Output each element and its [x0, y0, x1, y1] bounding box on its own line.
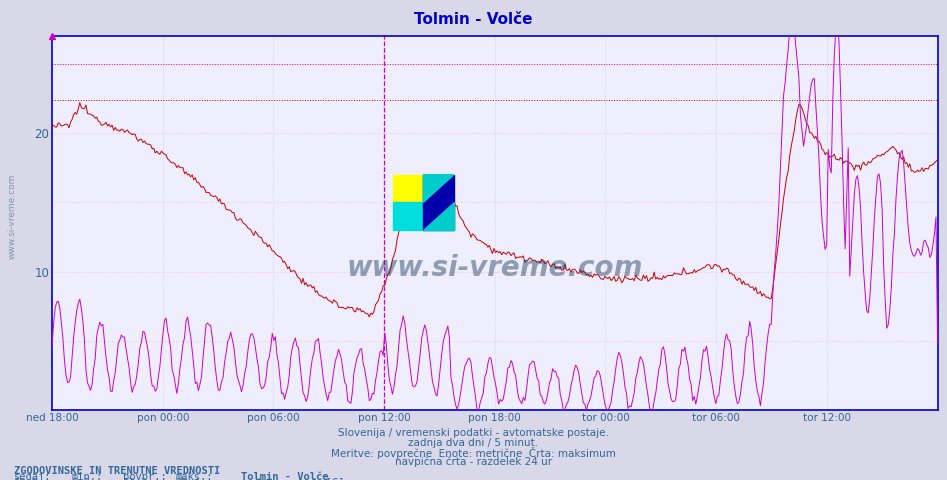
Text: ZGODOVINSKE IN TRENUTNE VREDNOSTI: ZGODOVINSKE IN TRENUTNE VREDNOSTI: [14, 466, 221, 476]
Text: Tolmin - Volče: Tolmin - Volče: [414, 12, 533, 27]
Text: zadnja dva dni / 5 minut.: zadnja dva dni / 5 minut.: [408, 438, 539, 448]
Bar: [393, 203, 423, 230]
Text: Tolmin - Volče: Tolmin - Volče: [241, 472, 329, 480]
Text: sedaj:: sedaj:: [14, 472, 52, 480]
Text: www.si-vreme.com: www.si-vreme.com: [8, 173, 17, 259]
Text: maks.:: maks.:: [175, 472, 213, 480]
Text: Slovenija / vremenski podatki - avtomatske postaje.: Slovenija / vremenski podatki - avtomats…: [338, 428, 609, 438]
Text: 18,8: 18,8: [14, 478, 39, 480]
Text: min.:: min.:: [71, 472, 102, 480]
Text: www.si-vreme.com: www.si-vreme.com: [347, 254, 643, 282]
Text: 6,1: 6,1: [71, 478, 90, 480]
Text: 22,4: 22,4: [175, 478, 200, 480]
Text: temp. zraka[C]: temp. zraka[C]: [257, 478, 344, 480]
Text: 13,3: 13,3: [123, 478, 148, 480]
Text: navpična črta - razdelek 24 ur: navpična črta - razdelek 24 ur: [395, 457, 552, 468]
Text: Meritve: povprečne  Enote: metrične  Črta: maksimum: Meritve: povprečne Enote: metrične Črta:…: [331, 447, 616, 459]
Bar: [423, 175, 454, 230]
Polygon shape: [423, 175, 454, 203]
Text: povpr.:: povpr.:: [123, 472, 167, 480]
Polygon shape: [423, 203, 454, 230]
Bar: [393, 175, 423, 203]
